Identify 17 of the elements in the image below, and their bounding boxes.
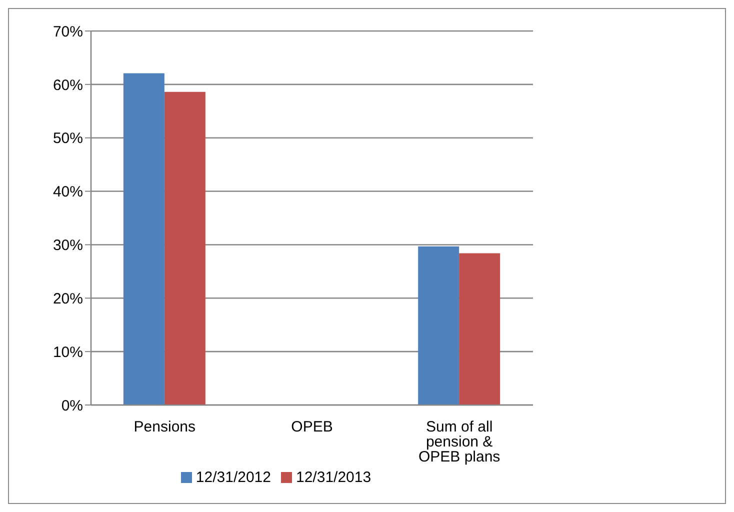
bar (164, 92, 206, 405)
y-tick-label: 0% (61, 397, 83, 414)
y-tick-label: 70% (52, 23, 83, 40)
bar (123, 73, 164, 405)
y-tick-label: 50% (52, 130, 83, 148)
bar (459, 253, 500, 405)
y-tick-label: 60% (52, 76, 83, 94)
bar (418, 246, 460, 405)
y-tick-label: 20% (52, 290, 83, 308)
x-tick-label: Sum of all pension & OPEB plans (418, 418, 500, 466)
y-tick-label: 30% (52, 237, 83, 254)
y-tick-label: 40% (52, 184, 83, 201)
y-tick-label: 10% (52, 344, 83, 361)
legend-label: 12/31/2013 (296, 469, 372, 486)
legend-label: 12/31/2012 (196, 469, 271, 486)
x-tick-label: Pensions (134, 418, 196, 436)
x-tick-label: OPEB (291, 418, 333, 436)
